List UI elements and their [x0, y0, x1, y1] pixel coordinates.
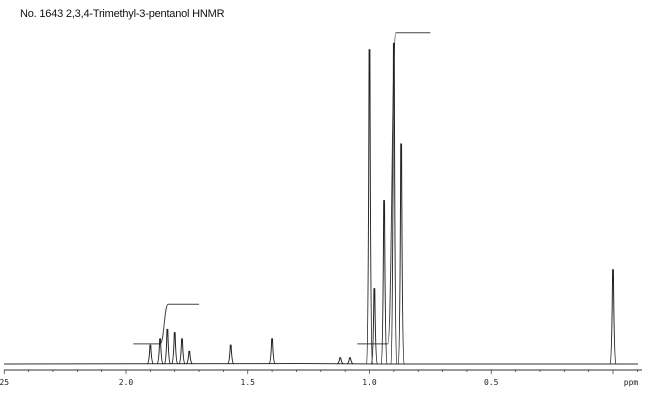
spectrum-peak	[397, 143, 405, 365]
integral-curve	[133, 303, 200, 345]
integral-curve	[357, 32, 431, 345]
x-tick-label: 1.0	[362, 378, 377, 387]
spectrum-peak	[185, 350, 193, 365]
spectrum-peak	[390, 42, 398, 365]
spectrum-peak	[227, 344, 235, 365]
chart-title: No. 1643 2,3,4-Trimethyl-3-pentanol HNMR	[20, 8, 225, 20]
spectrum-peak	[178, 338, 186, 365]
spectrum-peak	[366, 49, 373, 365]
spectrum-peak	[380, 200, 388, 365]
x-tick-label: 2.0	[119, 378, 134, 387]
spectrum-peak	[146, 344, 154, 365]
x-axis-unit-label: ppm	[624, 378, 639, 387]
spectrum-peak	[346, 357, 354, 365]
spectrum-baseline	[3, 362, 638, 365]
x-tick-label: 25	[0, 378, 9, 387]
x-tick-label: 1.5	[241, 378, 256, 387]
spectrum-peak	[370, 288, 378, 365]
spectrum-peak	[163, 328, 171, 365]
spectrum-peak	[268, 338, 276, 365]
spectrum-peak	[336, 357, 344, 365]
x-tick-label: 0.5	[484, 378, 499, 387]
spectrum-peak	[609, 269, 617, 365]
spectrum-peak	[171, 332, 179, 365]
spectrum-peak	[156, 338, 164, 365]
